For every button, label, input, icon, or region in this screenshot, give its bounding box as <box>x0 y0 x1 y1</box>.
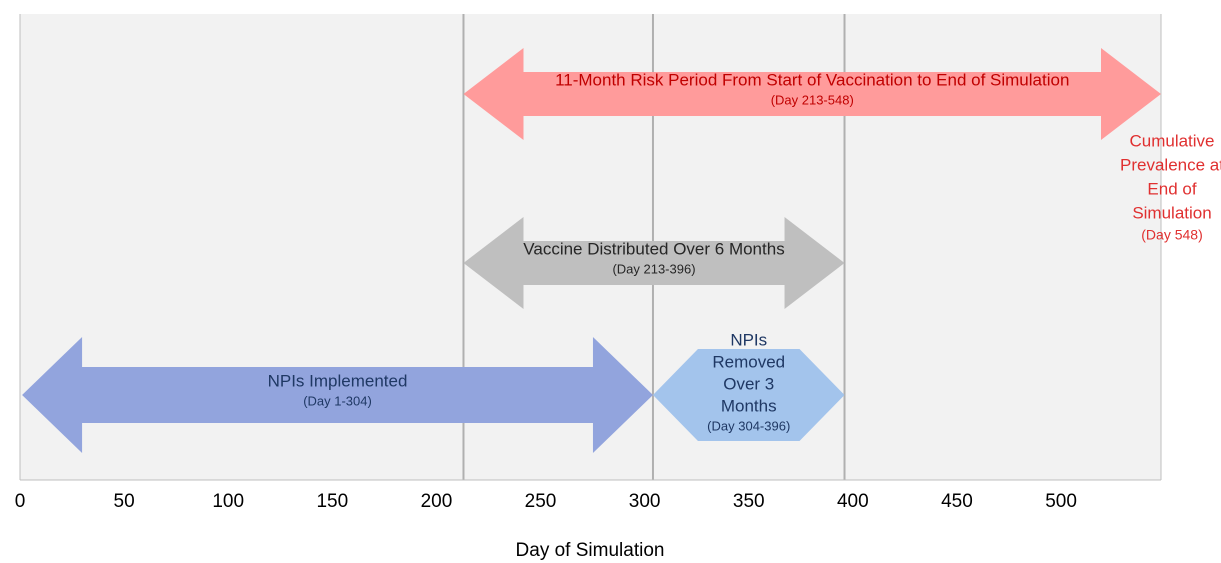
x-tick-label: 100 <box>212 491 244 512</box>
arrow-label: NPIs <box>730 330 767 349</box>
annotation: End of <box>1147 179 1196 198</box>
x-tick-label: 450 <box>941 491 973 512</box>
arrow-label: NPIs Implemented <box>268 371 408 390</box>
arrow <box>652 349 845 441</box>
annotation-sublabel: (Day 548) <box>1141 227 1202 243</box>
x-tick-label: 50 <box>114 491 135 512</box>
arrow <box>22 337 653 453</box>
x-tick-label: 150 <box>316 491 348 512</box>
x-tick-label: 0 <box>15 491 26 512</box>
arrow <box>463 217 845 309</box>
x-tick-label: 300 <box>629 491 661 512</box>
x-axis-label: Day of Simulation <box>516 540 665 561</box>
annotation: Cumulative <box>1129 131 1214 150</box>
arrow-sublabel: (Day 1-304) <box>303 393 372 408</box>
arrow-label: 11-Month Risk Period From Start of Vacci… <box>555 70 1069 89</box>
annotation: Simulation <box>1132 203 1211 222</box>
arrow-sublabel: (Day 304-396) <box>707 418 790 433</box>
annotation: Prevalence at <box>1120 155 1221 174</box>
x-tick-label: 500 <box>1045 491 1077 512</box>
arrow-label: Vaccine Distributed Over 6 Months <box>523 239 784 258</box>
arrow-label: Months <box>721 396 777 415</box>
x-tick-label: 350 <box>733 491 765 512</box>
arrow-label: Removed <box>712 352 785 371</box>
arrow <box>463 48 1162 140</box>
x-tick-label: 400 <box>837 491 869 512</box>
arrow-label: Over 3 <box>723 374 774 393</box>
arrow-sublabel: (Day 213-548) <box>771 92 854 107</box>
x-tick-label: 250 <box>525 491 557 512</box>
x-tick-label: 200 <box>421 491 453 512</box>
arrow-sublabel: (Day 213-396) <box>612 261 695 276</box>
